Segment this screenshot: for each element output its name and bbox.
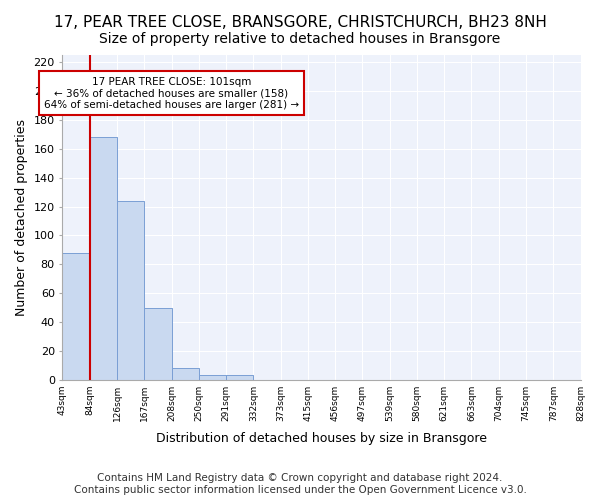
Text: Contains HM Land Registry data © Crown copyright and database right 2024.
Contai: Contains HM Land Registry data © Crown c… bbox=[74, 474, 526, 495]
Text: 17 PEAR TREE CLOSE: 101sqm
← 36% of detached houses are smaller (158)
64% of sem: 17 PEAR TREE CLOSE: 101sqm ← 36% of deta… bbox=[44, 76, 299, 110]
Bar bbox=[90, 137, 117, 380]
Bar bbox=[199, 376, 226, 380]
Bar bbox=[117, 200, 144, 380]
Y-axis label: Number of detached properties: Number of detached properties bbox=[15, 119, 28, 316]
X-axis label: Distribution of detached houses by size in Bransgore: Distribution of detached houses by size … bbox=[156, 432, 487, 445]
Text: Size of property relative to detached houses in Bransgore: Size of property relative to detached ho… bbox=[100, 32, 500, 46]
Bar bbox=[62, 252, 90, 380]
Text: 17, PEAR TREE CLOSE, BRANSGORE, CHRISTCHURCH, BH23 8NH: 17, PEAR TREE CLOSE, BRANSGORE, CHRISTCH… bbox=[53, 15, 547, 30]
Bar bbox=[144, 308, 172, 380]
Bar bbox=[226, 376, 253, 380]
Bar bbox=[172, 368, 199, 380]
